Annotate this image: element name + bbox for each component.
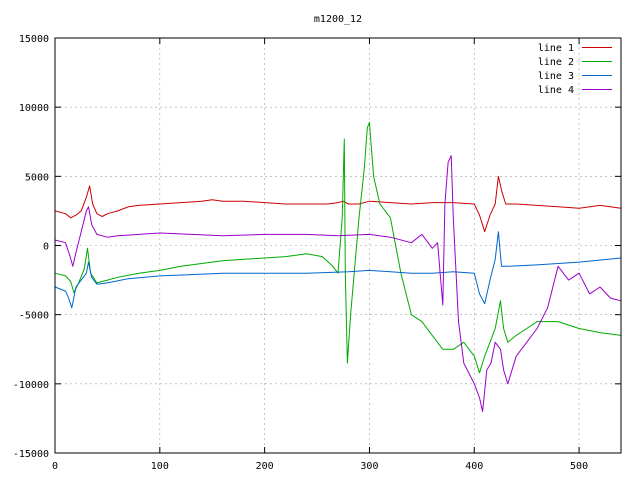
y-tick-label: -15000 — [13, 449, 49, 460]
y-tick-label: -10000 — [13, 380, 49, 391]
series-line-3 — [54, 231, 622, 309]
y-tick-label: 15000 — [19, 34, 49, 45]
y-tick-label: 5000 — [25, 172, 49, 183]
grid — [55, 38, 621, 453]
legend: line 1 line 2 line 3 line 4 — [538, 43, 612, 96]
y-tick-label: 0 — [43, 242, 49, 253]
series-line-1 — [54, 175, 622, 233]
chart-title: m1200_12 — [314, 14, 362, 25]
legend-label: line 3 — [538, 71, 574, 82]
axes: 0 100 200 300 400 500 -15000 -10000 -5000 0 5000 10… — [13, 34, 621, 472]
series-lines — [54, 121, 622, 412]
series-line-2 — [54, 121, 622, 374]
x-tick-label: 200 — [256, 461, 274, 472]
y-tick-label: 10000 — [19, 103, 49, 114]
legend-label: line 4 — [538, 85, 574, 96]
plot-frame — [54, 37, 622, 454]
x-tick-label: 0 — [52, 461, 58, 472]
y-tick-label: -5000 — [19, 311, 49, 322]
x-tick-label: 300 — [360, 461, 378, 472]
x-tick-label: 100 — [151, 461, 169, 472]
x-tick-label: 500 — [570, 461, 588, 472]
legend-label: line 1 — [538, 43, 574, 54]
legend-label: line 2 — [538, 57, 574, 68]
series-line-4 — [54, 155, 622, 412]
x-tick-label: 400 — [465, 461, 483, 472]
